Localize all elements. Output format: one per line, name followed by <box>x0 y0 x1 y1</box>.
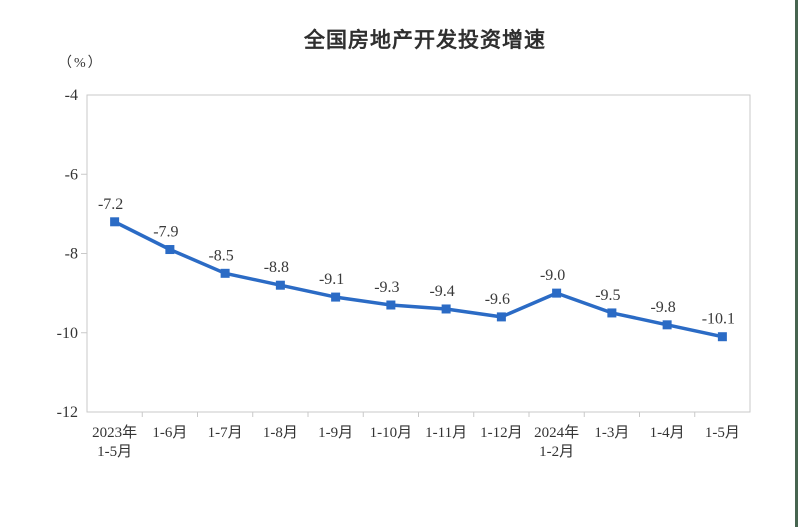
data-point-label: -9.4 <box>429 283 454 300</box>
data-point-marker <box>386 300 396 310</box>
data-point-marker <box>496 312 506 322</box>
x-axis-label: 2023年 <box>92 424 137 441</box>
data-point-marker <box>220 268 230 278</box>
x-axis-label: 1-12月 <box>480 425 523 441</box>
data-point-label: -8.5 <box>208 247 233 264</box>
x-axis-label: 1-7月 <box>208 425 243 441</box>
x-axis-label: 1-5月 <box>97 444 132 460</box>
data-point-label: -7.2 <box>98 196 123 213</box>
plot-border <box>86 94 751 413</box>
data-point-marker <box>552 288 562 298</box>
data-point-marker <box>662 320 672 330</box>
x-axis-label: 1-4月 <box>650 425 685 441</box>
x-axis-label: 1-5月 <box>705 425 740 441</box>
x-axis-label: 1-11月 <box>425 425 467 441</box>
x-axis-label: 1-6月 <box>152 425 187 441</box>
chart-title: 全国房地产开发投资增速 <box>304 29 546 52</box>
data-point-label: -9.6 <box>485 291 510 308</box>
y-axis-unit-label: （%） <box>58 56 104 71</box>
data-point-label: -9.5 <box>595 287 620 304</box>
x-axis-label: 1-2月 <box>539 444 574 460</box>
trend-line <box>112 220 725 339</box>
y-tick-label: -4 <box>65 87 78 104</box>
data-point-marker <box>275 280 285 290</box>
data-point-label: -7.9 <box>153 224 178 241</box>
y-tick-label: -8 <box>65 246 78 263</box>
y-tick-label: -12 <box>57 404 78 421</box>
data-point-marker <box>110 217 120 227</box>
data-point-marker <box>607 308 617 318</box>
data-point-label: -9.0 <box>540 267 565 284</box>
y-tick-label: -10 <box>57 325 78 342</box>
data-point-label: -8.8 <box>264 259 289 276</box>
data-point-label: -9.8 <box>650 299 675 316</box>
x-axis-label: 1-9月 <box>318 425 353 441</box>
data-point-marker <box>717 332 727 342</box>
x-axis-label: 1-10月 <box>370 425 413 441</box>
right-edge-stripe <box>795 0 798 527</box>
data-point-marker <box>165 245 175 255</box>
x-axis-label: 1-8月 <box>263 425 298 441</box>
data-point-marker <box>441 304 451 314</box>
data-point-label: -9.3 <box>374 279 399 296</box>
data-point-label: -10.1 <box>702 311 735 328</box>
x-axis-label: 2024年 <box>534 424 579 441</box>
data-point-label: -9.1 <box>319 271 344 288</box>
data-point-marker <box>331 292 341 302</box>
x-axis-label: 1-3月 <box>594 425 629 441</box>
y-tick-label: -6 <box>65 166 78 183</box>
